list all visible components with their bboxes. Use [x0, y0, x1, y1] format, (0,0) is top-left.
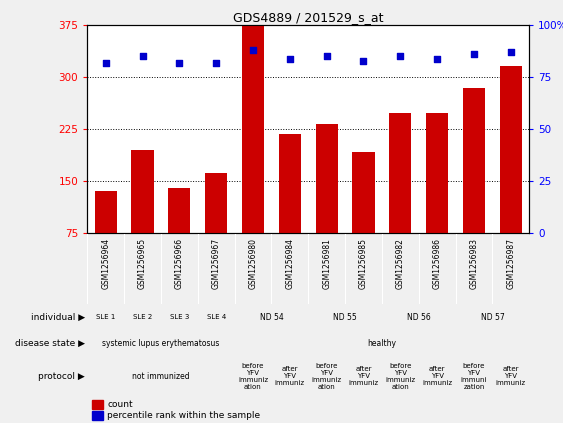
Point [138, 53, 147, 60]
Text: before
YFV
immuniz
ation: before YFV immuniz ation [385, 363, 415, 390]
Text: ND 56: ND 56 [407, 313, 431, 322]
Bar [132, 150, 154, 233]
Point [175, 59, 184, 66]
Bar [95, 191, 117, 233]
Point [322, 53, 331, 60]
Bar [426, 113, 448, 233]
Text: not immunized: not immunized [132, 371, 190, 381]
Text: GSM1256982: GSM1256982 [396, 238, 405, 289]
Text: SLE 2: SLE 2 [133, 314, 152, 321]
Point [396, 53, 405, 60]
Bar [316, 124, 338, 233]
Title: GDS4889 / 201529_s_at: GDS4889 / 201529_s_at [233, 11, 383, 24]
Point [506, 49, 515, 56]
Point [285, 55, 294, 62]
Point [470, 51, 479, 58]
Text: individual ▶: individual ▶ [30, 313, 84, 322]
Text: after
YFV
immuniz: after YFV immuniz [422, 366, 452, 386]
Text: percentile rank within the sample: percentile rank within the sample [107, 411, 260, 420]
Bar [242, 25, 264, 233]
Text: GSM1256987: GSM1256987 [506, 238, 515, 289]
Text: after
YFV
immuniz: after YFV immuniz [348, 366, 378, 386]
Text: GSM1256981: GSM1256981 [322, 238, 331, 289]
Point [359, 57, 368, 64]
Text: after
YFV
immuniz: after YFV immuniz [496, 366, 526, 386]
Point [101, 59, 110, 66]
Bar [463, 88, 485, 233]
Bar [92, 401, 102, 409]
Text: healthy: healthy [368, 338, 396, 348]
Text: after
YFV
immuniz: after YFV immuniz [275, 366, 305, 386]
Text: before
YFV
immuniz
ation: before YFV immuniz ation [311, 363, 342, 390]
Bar [352, 152, 374, 233]
Text: SLE 3: SLE 3 [169, 314, 189, 321]
Text: protocol ▶: protocol ▶ [38, 371, 84, 381]
Point [248, 47, 257, 54]
Bar [500, 66, 522, 233]
Text: systemic lupus erythematosus: systemic lupus erythematosus [102, 338, 220, 348]
Text: GSM1256983: GSM1256983 [470, 238, 479, 289]
Point [432, 55, 441, 62]
Text: disease state ▶: disease state ▶ [15, 338, 84, 348]
Text: before
YFV
immuniz
ation: before YFV immuniz ation [238, 363, 268, 390]
Bar [389, 113, 412, 233]
Bar [279, 134, 301, 233]
Text: GSM1256980: GSM1256980 [248, 238, 257, 289]
Text: ND 55: ND 55 [333, 313, 357, 322]
Text: GSM1256966: GSM1256966 [175, 238, 184, 289]
Text: GSM1256985: GSM1256985 [359, 238, 368, 289]
Text: before
YFV
immuni
zation: before YFV immuni zation [461, 363, 487, 390]
Text: SLE 1: SLE 1 [96, 314, 115, 321]
Text: GSM1256967: GSM1256967 [212, 238, 221, 289]
Text: SLE 4: SLE 4 [207, 314, 226, 321]
Text: GSM1256964: GSM1256964 [101, 238, 110, 289]
Point [212, 59, 221, 66]
Bar [168, 188, 190, 233]
Bar [205, 173, 227, 233]
Bar [92, 412, 102, 420]
Text: count: count [107, 400, 133, 409]
Text: ND 54: ND 54 [260, 313, 283, 322]
Text: GSM1256986: GSM1256986 [432, 238, 441, 289]
Text: GSM1256984: GSM1256984 [285, 238, 294, 289]
Text: GSM1256965: GSM1256965 [138, 238, 147, 289]
Text: ND 57: ND 57 [480, 313, 504, 322]
